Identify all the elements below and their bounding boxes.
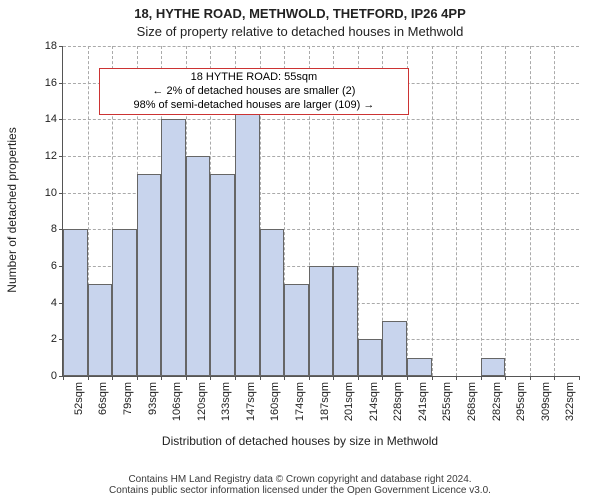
ytick-label: 10	[45, 187, 63, 199]
xtick-label: 79sqm	[122, 382, 134, 415]
xtick-label: 255sqm	[441, 382, 453, 421]
xtick-mark	[456, 376, 457, 380]
xtick-mark	[260, 376, 261, 380]
ytick-label: 18	[45, 40, 63, 52]
y-axis-label: Number of detached properties	[5, 45, 19, 375]
xtick-label: 228sqm	[392, 382, 404, 421]
xtick-label: 295sqm	[515, 382, 527, 421]
xtick-mark	[284, 376, 285, 380]
xtick-mark	[432, 376, 433, 380]
gridline-v	[530, 46, 531, 376]
xtick-label: 268sqm	[466, 382, 478, 421]
xtick-mark	[481, 376, 482, 380]
annotation-line: 18 HYTHE ROAD: 55sqm	[104, 71, 404, 85]
annotation-box: 18 HYTHE ROAD: 55sqm← 2% of detached hou…	[99, 68, 409, 115]
histogram-bar	[88, 284, 113, 376]
annotation-line: 98% of semi-detached houses are larger (…	[104, 99, 404, 113]
xtick-mark	[382, 376, 383, 380]
footer-line2: Contains public sector information licen…	[0, 485, 600, 496]
footer: Contains HM Land Registry data © Crown c…	[0, 474, 600, 496]
ytick-label: 16	[45, 77, 63, 89]
histogram-bar	[284, 284, 309, 376]
xtick-label: 174sqm	[294, 382, 306, 421]
xtick-label: 282sqm	[491, 382, 503, 421]
gridline-h	[63, 119, 579, 120]
xtick-label: 120sqm	[196, 382, 208, 421]
ytick-label: 14	[45, 113, 63, 125]
xtick-mark	[137, 376, 138, 380]
ytick-label: 2	[51, 333, 63, 345]
xtick-label: 201sqm	[343, 382, 355, 421]
histogram-bar	[161, 119, 186, 376]
xtick-label: 106sqm	[171, 382, 183, 421]
gridline-v	[432, 46, 433, 376]
ytick-label: 0	[51, 370, 63, 382]
footer-line1: Contains HM Land Registry data © Crown c…	[0, 474, 600, 485]
xtick-mark	[333, 376, 334, 380]
gridline-v	[481, 46, 482, 376]
xtick-mark	[505, 376, 506, 380]
xtick-label: 214sqm	[368, 382, 380, 421]
xtick-mark	[235, 376, 236, 380]
xtick-label: 187sqm	[319, 382, 331, 421]
chart-title-line2: Size of property relative to detached ho…	[0, 24, 600, 39]
xtick-label: 93sqm	[147, 382, 159, 415]
histogram-bar	[186, 156, 211, 376]
xtick-mark	[210, 376, 211, 380]
histogram-bar	[112, 229, 137, 376]
xtick-mark	[63, 376, 64, 380]
histogram-bar	[235, 101, 260, 376]
xtick-mark	[358, 376, 359, 380]
annotation-line: ← 2% of detached houses are smaller (2)	[104, 85, 404, 99]
histogram-bar	[309, 266, 334, 376]
histogram-bar	[260, 229, 285, 376]
xtick-label: 52sqm	[73, 382, 85, 415]
xtick-mark	[88, 376, 89, 380]
histogram-bar	[137, 174, 162, 376]
ytick-label: 4	[51, 297, 63, 309]
histogram-bar	[382, 321, 407, 376]
histogram-bar	[333, 266, 358, 376]
gridline-h	[63, 46, 579, 47]
xtick-label: 133sqm	[220, 382, 232, 421]
xtick-mark	[112, 376, 113, 380]
xtick-mark	[309, 376, 310, 380]
ytick-label: 8	[51, 223, 63, 235]
histogram-bar	[481, 358, 506, 376]
xtick-label: 309sqm	[540, 382, 552, 421]
ytick-label: 6	[51, 260, 63, 272]
gridline-v	[554, 46, 555, 376]
gridline-v	[505, 46, 506, 376]
x-axis-label: Distribution of detached houses by size …	[0, 434, 600, 448]
xtick-mark	[554, 376, 555, 380]
histogram-bar	[63, 229, 88, 376]
xtick-mark	[579, 376, 580, 380]
xtick-mark	[407, 376, 408, 380]
gridline-h	[63, 156, 579, 157]
xtick-label: 160sqm	[269, 382, 281, 421]
xtick-label: 241sqm	[417, 382, 429, 421]
gridline-v	[456, 46, 457, 376]
xtick-label: 147sqm	[245, 382, 257, 421]
ytick-label: 12	[45, 150, 63, 162]
histogram-bar	[407, 358, 432, 376]
chart-container: 18, HYTHE ROAD, METHWOLD, THETFORD, IP26…	[0, 0, 600, 500]
chart-title-line1: 18, HYTHE ROAD, METHWOLD, THETFORD, IP26…	[0, 6, 600, 21]
plot-area: 02468101214161852sqm66sqm79sqm93sqm106sq…	[62, 46, 579, 377]
xtick-mark	[530, 376, 531, 380]
histogram-bar	[210, 174, 235, 376]
xtick-label: 66sqm	[97, 382, 109, 415]
xtick-mark	[161, 376, 162, 380]
xtick-mark	[186, 376, 187, 380]
xtick-label: 322sqm	[564, 382, 576, 421]
histogram-bar	[358, 339, 383, 376]
